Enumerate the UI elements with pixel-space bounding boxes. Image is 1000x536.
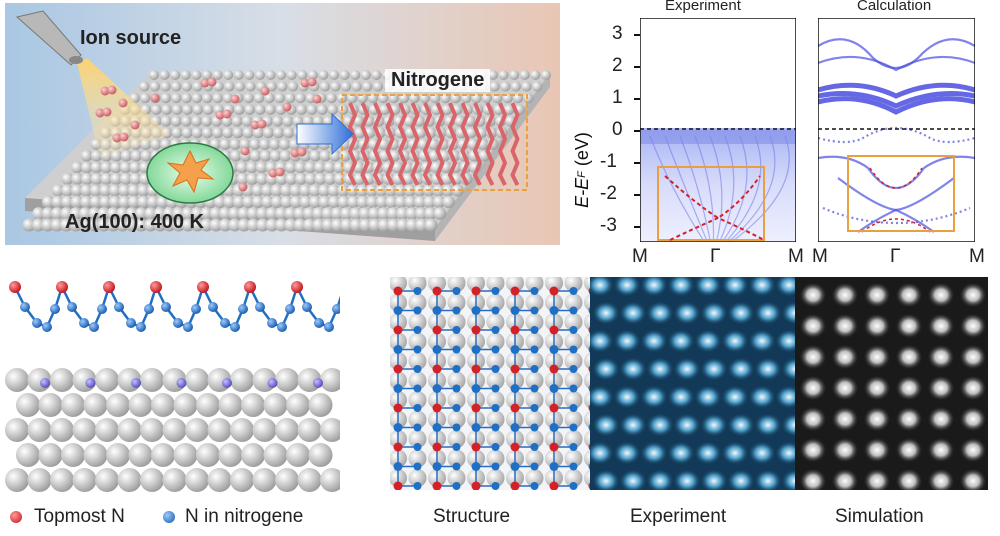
synthesis-scheme-graphic bbox=[5, 3, 560, 245]
ion-source-icon bbox=[15, 10, 83, 66]
experiment-stm-panel bbox=[590, 277, 795, 490]
band-y-tickmark bbox=[634, 194, 640, 196]
calc-band-x-tick: M bbox=[969, 246, 985, 267]
side-view-panel bbox=[5, 275, 340, 495]
ylabel-main: E-E bbox=[572, 177, 592, 208]
band-y-tick: -2 bbox=[600, 183, 617, 204]
nitrogen-atoms-flying bbox=[95, 77, 322, 192]
nitrogene-label: Nitrogene bbox=[385, 69, 491, 92]
simulation-stm-label: Simulation bbox=[835, 506, 924, 527]
legend-nitrogene-dot bbox=[163, 511, 175, 523]
calculation-band-plot bbox=[818, 18, 975, 242]
band-y-tickmark bbox=[634, 162, 640, 164]
simulation-stm-graphic bbox=[795, 277, 988, 490]
experiment-stm-graphic bbox=[590, 277, 795, 490]
band-x-tick: M bbox=[632, 246, 648, 267]
band-y-tickmark bbox=[634, 226, 640, 228]
band-y-tick: 3 bbox=[612, 23, 623, 44]
experiment-band-graphic bbox=[640, 18, 796, 242]
calc-band-x-tick: M bbox=[812, 246, 828, 267]
band-y-tick: 0 bbox=[612, 119, 623, 140]
band-y-tick: 1 bbox=[612, 87, 623, 108]
substrate-label: Ag(100): 400 K bbox=[65, 211, 204, 233]
band-y-tickmark bbox=[634, 34, 640, 36]
band-y-tickmark bbox=[634, 98, 640, 100]
structure-graphic bbox=[390, 277, 590, 490]
calculation-band-graphic bbox=[818, 18, 975, 242]
experiment-band-plot bbox=[640, 18, 796, 242]
growth-arrow-icon bbox=[296, 112, 354, 156]
synthesis-scheme-panel: Ion source Nitrogene Ag(100): 400 K bbox=[5, 3, 560, 245]
legend-nitrogene-label: N in nitrogene bbox=[185, 506, 304, 527]
calculation-band-title: Calculation bbox=[857, 0, 932, 14]
simulation-stm-panel bbox=[795, 277, 988, 490]
experiment-band-title: Experiment bbox=[665, 0, 741, 14]
band-y-tick: -1 bbox=[600, 151, 617, 172]
legend-topmost-dot bbox=[10, 511, 22, 523]
experiment-stm-label: Experiment bbox=[630, 506, 727, 527]
ylabel-unit: (eV) bbox=[572, 132, 592, 167]
band-y-tickmark bbox=[634, 130, 640, 132]
band-x-tick: Γ bbox=[710, 246, 721, 267]
ylabel-subscript: F bbox=[576, 171, 588, 178]
structure-panel bbox=[390, 277, 590, 490]
reaction-bubble-icon bbox=[146, 142, 234, 204]
band-ylabel: E-E F (eV) bbox=[562, 132, 602, 208]
calc-band-x-tick: Γ bbox=[890, 246, 901, 267]
structure-label: Structure bbox=[433, 506, 511, 527]
ion-source-label: Ion source bbox=[80, 27, 182, 49]
band-x-tick: M bbox=[788, 246, 804, 267]
legend-topmost-label: Topmost N bbox=[34, 506, 125, 527]
band-y-tick: -3 bbox=[600, 215, 617, 236]
side-view-graphic bbox=[5, 281, 340, 492]
band-y-tick: 2 bbox=[612, 55, 623, 76]
band-y-tickmark bbox=[634, 66, 640, 68]
